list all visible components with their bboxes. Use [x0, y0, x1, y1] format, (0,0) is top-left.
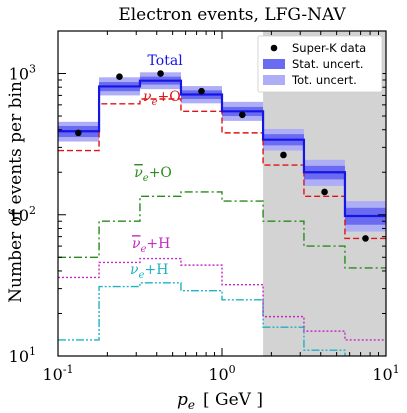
legend-box	[257, 35, 383, 93]
x-tick-label-exp: 1	[393, 363, 400, 376]
x-tick-label-exp: 0	[229, 363, 236, 376]
series-label-4: νe+H	[130, 262, 168, 281]
series-label-sub: e	[141, 244, 147, 255]
series-label-sub: e	[139, 270, 145, 281]
data-point-5	[280, 151, 287, 159]
y-axis-title: Number of events per bin	[6, 81, 26, 303]
series-line-4	[58, 282, 346, 356]
legend-entry-0: Super-K data	[292, 41, 366, 55]
series-label-tail: +O	[149, 165, 172, 181]
series-line-3	[58, 257, 386, 341]
series-label-1: νe+O	[143, 89, 181, 108]
x-tick-label-exp: -1	[63, 363, 74, 376]
data-point-6	[321, 188, 328, 196]
x-tick-label-base: 10	[42, 365, 62, 384]
y-tick-label-2: 103	[9, 63, 36, 84]
chart-title: Electron events, LFG-NAV	[118, 5, 346, 25]
legend-entry-2: Tot. uncert.	[291, 73, 357, 87]
legend-swatch-stat	[263, 59, 285, 69]
y-tick-label-0: 101	[9, 345, 36, 366]
data-point-1	[116, 73, 123, 80]
legend-marker-data	[270, 44, 278, 52]
series-line-2	[58, 191, 386, 269]
series-label-base: ν	[130, 262, 139, 278]
series-label-tail: +O	[157, 89, 180, 105]
series-label-2: νe+O	[134, 165, 172, 184]
legend-swatch-tot	[263, 75, 285, 85]
series-label-0: Total	[148, 53, 184, 69]
x-tick-label-base: 10	[208, 365, 228, 384]
series-line-1	[58, 98, 386, 240]
x-axis-title: pe [ GeV ]	[177, 390, 263, 412]
y-tick-label-exp: 2	[29, 204, 36, 217]
series-label-base: Total	[148, 53, 184, 69]
x-tick-label-0: 10-1	[42, 363, 73, 384]
x-axis-title-var: p	[177, 390, 188, 410]
data-point-0	[75, 129, 82, 137]
series-line-0	[58, 79, 386, 218]
series-label-3: νe+H	[132, 236, 170, 255]
series-label-tail: +H	[144, 262, 168, 278]
y-tick-label-base: 10	[9, 65, 29, 84]
data-point-2	[157, 70, 164, 77]
y-tick-label-exp: 3	[29, 63, 36, 76]
data-point-4	[239, 111, 246, 119]
x-axis-title-sub: e	[188, 398, 195, 412]
data-point-7	[362, 235, 369, 242]
x-tick-label-2: 101	[372, 363, 399, 384]
series-label-base: ν	[143, 89, 152, 105]
x-axis-title-unit: [ GeV ]	[203, 390, 263, 410]
legend-entry-1: Stat. uncert.	[292, 57, 364, 71]
series-label-tail: +H	[146, 236, 170, 252]
series-label-sub: e	[152, 97, 158, 108]
y-tick-label-1: 102	[9, 204, 36, 225]
series-label-sub: e	[143, 173, 149, 184]
y-tick-label-base: 10	[9, 206, 29, 225]
series-label-base: ν	[134, 165, 143, 181]
y-tick-label-base: 10	[9, 347, 29, 366]
y-tick-label-exp: 1	[29, 345, 36, 358]
x-tick-label-base: 10	[372, 365, 392, 384]
data-point-3	[198, 87, 205, 95]
y-axis-title-group: Number of events per bin	[6, 81, 26, 303]
series-label-base: ν	[132, 236, 141, 252]
x-tick-label-1: 100	[208, 363, 235, 384]
